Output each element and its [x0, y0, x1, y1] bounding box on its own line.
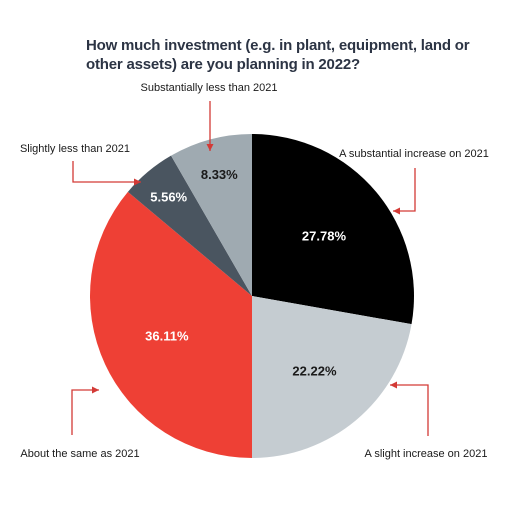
slice-value-label: 8.33% [201, 167, 238, 182]
callout-arrowhead [134, 178, 141, 186]
pie-slice [252, 296, 412, 459]
slice-category-label: Slightly less than 2021 [20, 143, 130, 155]
callout-arrowhead [206, 144, 214, 151]
callout-arrowhead [92, 386, 99, 394]
callout-arrowhead [390, 381, 397, 389]
callout-line [72, 161, 141, 183]
pie-slice [90, 191, 253, 458]
pie-slice [171, 134, 252, 296]
callout-arrowhead [393, 207, 400, 215]
slice-value-label: 22.22% [292, 363, 337, 378]
callout-line [390, 384, 429, 436]
chart-title: How much investment (e.g. in plant, equi… [86, 37, 470, 73]
pie-slice [127, 155, 252, 296]
slice-category-label: A substantial increase on 2021 [339, 148, 489, 160]
slice-category-label: About the same as 2021 [20, 448, 139, 460]
slice-value-label: 5.56% [150, 190, 187, 205]
callout-line [393, 168, 416, 212]
slice-value-label: 36.11% [145, 329, 189, 344]
callout-line [71, 389, 99, 435]
slice-category-label: Substantially less than 2021 [141, 82, 278, 94]
slice-category-label: A slight increase on 2021 [365, 448, 488, 460]
slice-value-label: 27.78% [302, 229, 347, 244]
pie-slice [252, 134, 414, 325]
